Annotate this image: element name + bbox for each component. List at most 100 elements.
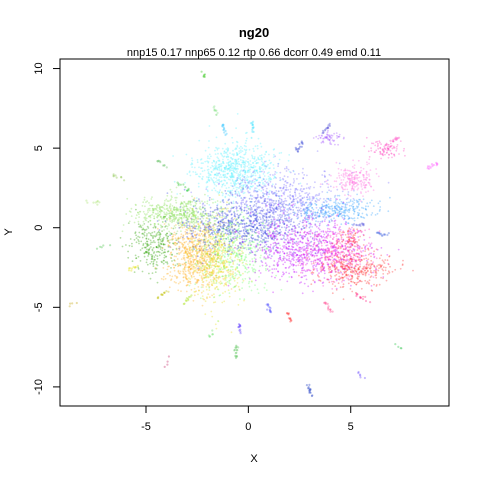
scatter-point <box>173 206 176 209</box>
scatter-point <box>161 210 164 212</box>
scatter-point <box>164 199 166 202</box>
scatter-point <box>212 224 215 227</box>
scatter-point <box>258 184 261 187</box>
scatter-point <box>126 197 129 200</box>
scatter-point <box>262 200 265 203</box>
scatter-point <box>312 265 314 267</box>
scatter-point <box>288 276 291 278</box>
scatter-point <box>264 167 267 170</box>
scatter-point <box>239 242 242 245</box>
scatter-point <box>263 245 266 248</box>
scatter-point <box>254 250 257 253</box>
scatter-point <box>207 220 210 223</box>
scatter-point <box>201 281 204 283</box>
scatter-point <box>207 178 210 181</box>
scatter-point <box>235 167 238 170</box>
scatter-point <box>180 217 182 219</box>
scatter-point <box>230 173 233 175</box>
scatter-point <box>207 171 210 173</box>
scatter-point <box>270 178 273 181</box>
scatter-point <box>289 212 292 215</box>
scatter-point <box>357 236 360 238</box>
scatter-point <box>227 178 230 181</box>
scatter-point <box>316 214 318 217</box>
scatter-point <box>364 245 367 248</box>
scatter-point <box>257 235 260 237</box>
scatter-point <box>193 270 195 273</box>
scatter-point <box>258 188 260 191</box>
scatter-point <box>215 177 218 180</box>
scatter-point <box>255 162 258 165</box>
scatter-point <box>201 255 204 257</box>
scatter-point <box>224 290 227 293</box>
scatter-point <box>302 167 304 170</box>
scatter-point <box>231 189 234 192</box>
scatter-point <box>255 219 258 221</box>
scatter-point <box>228 186 230 189</box>
scatter-point <box>315 225 318 228</box>
scatter-point <box>173 213 175 216</box>
scatter-point <box>258 269 261 272</box>
scatter-point <box>246 169 249 172</box>
scatter-point <box>263 215 266 218</box>
scatter-point <box>227 220 230 222</box>
scatter-point <box>316 268 318 270</box>
scatter-point <box>183 201 185 203</box>
scatter-point <box>272 213 275 216</box>
scatter-point <box>195 219 198 222</box>
scatter-point <box>219 201 222 203</box>
scatter-point <box>238 171 241 174</box>
scatter-point <box>207 168 210 171</box>
scatter-point <box>169 205 172 207</box>
scatter-point <box>187 200 190 203</box>
scatter-point <box>208 157 211 160</box>
scatter-point <box>220 207 223 209</box>
scatter-point <box>162 239 164 242</box>
scatter-point <box>167 235 170 238</box>
scatter-point <box>182 195 184 198</box>
scatter-point <box>217 157 220 160</box>
scatter-point <box>255 196 257 199</box>
scatter-point <box>283 241 285 244</box>
scatter-point <box>327 227 329 230</box>
scatter-point <box>154 266 157 269</box>
scatter-point <box>243 233 246 235</box>
scatter-point <box>229 168 231 171</box>
scatter-point <box>219 210 221 213</box>
scatter-point <box>227 167 230 170</box>
scatter-point <box>301 267 304 269</box>
scatter-point <box>301 292 304 295</box>
scatter-point <box>137 211 139 214</box>
scatter-point <box>303 196 306 199</box>
scatter-point <box>161 249 164 252</box>
scatter-point <box>311 238 314 240</box>
scatter-point <box>139 260 142 262</box>
scatter-point <box>273 153 275 156</box>
scatter-point <box>147 252 150 255</box>
scatter-point <box>241 161 244 164</box>
scatter-point <box>162 218 165 220</box>
scatter-point <box>140 240 143 243</box>
scatter-point <box>243 153 246 156</box>
scatter-point <box>143 198 146 201</box>
scatter-point <box>245 209 248 212</box>
scatter-point <box>323 272 326 275</box>
scatter-point <box>202 297 204 300</box>
scatter-point <box>262 188 265 191</box>
scatter-point <box>149 204 152 207</box>
scatter-point <box>246 181 249 184</box>
scatter-point <box>159 205 161 208</box>
scatter-point <box>255 208 258 210</box>
scatter-point <box>189 200 192 203</box>
scatter-point <box>186 250 189 253</box>
scatter-point <box>215 282 218 285</box>
scatter-point <box>263 162 265 165</box>
scatter-point <box>239 174 242 177</box>
scatter-point <box>265 217 268 220</box>
scatter-point <box>210 170 213 173</box>
scatter-point <box>191 163 194 166</box>
scatter-point <box>241 150 244 153</box>
scatter-point <box>254 200 257 202</box>
scatter-point <box>156 206 159 209</box>
scatter-point <box>324 218 326 221</box>
